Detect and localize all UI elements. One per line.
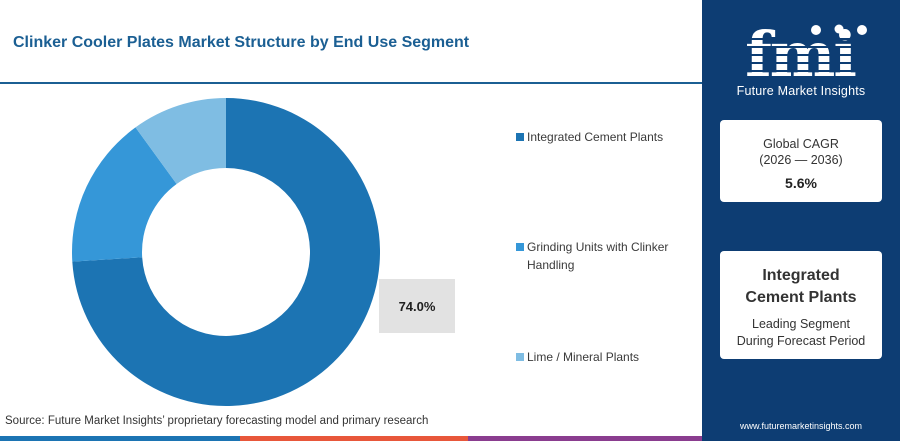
legend-item: Lime / Mineral Plants [516,348,639,366]
leading-segment-desc-line: Leading Segment [752,317,850,331]
fmi-logo: fmi Future Market Insights [702,0,900,106]
sidebar: fmi Future Market Insights Global CAGR (… [702,0,900,441]
leading-segment-card: Integrated Cement Plants Leading Segment… [720,251,882,359]
legend-label: Grinding Units with Clinker Handling [527,238,668,274]
source-note: Source: Future Market Insights’ propriet… [5,415,429,427]
bottom-color-bar [0,436,702,441]
data-label-integrated-cement-plants: 74.0% [379,279,455,333]
donut-slice-grinding-units-with-clinker-handling [72,127,177,262]
leading-segment-desc-line: During Forecast Period [736,334,866,348]
leading-segment-description: Leading Segment During Forecast Period [720,316,882,350]
legend-label-line: Lime / Mineral Plants [527,350,640,364]
bottom-bar-segment [240,436,468,441]
donut-slice-lime-mineral-plants [135,98,226,185]
chart-panel: Clinker Cooler Plates Market Structure b… [0,34,702,441]
cagr-card: Global CAGR (2026 — 2036) 5.6% [720,120,882,202]
leading-segment-title-line: Cement Plants [745,289,857,306]
legend-item: Grinding Units with Clinker Handling [516,238,668,274]
legend-swatch [516,353,524,361]
leading-segment-title-line: Integrated [762,267,840,284]
fmi-logo-subtitle: Future Market Insights [736,84,866,98]
title-divider [0,82,702,84]
legend-swatch [516,243,524,251]
fmi-logo-mark: fmi [728,24,873,80]
legend-label-line: Grinding Units with Clinker [527,240,669,254]
legend-label-line: Handling [527,258,575,272]
leading-segment-title: Integrated Cement Plants [720,265,882,309]
cagr-period: (2026 — 2036) [759,153,843,167]
legend-label-line: Integrated Cement Plants [527,130,664,144]
cagr-value: 5.6% [785,175,817,191]
donut-chart [72,98,381,406]
bottom-bar-segment [0,436,240,441]
legend-label: Lime / Mineral Plants [527,348,639,366]
legend-item: Integrated Cement Plants [516,128,663,146]
cagr-label: Global CAGR [763,137,839,151]
legend-label: Integrated Cement Plants [527,128,663,146]
donut-chart-area: Integrated Cement Plants Grinding Units w… [0,84,702,414]
website-link[interactable]: www.futuremarketinsights.com [739,421,863,431]
chart-title: Clinker Cooler Plates Market Structure b… [13,34,470,51]
legend-swatch [516,133,524,141]
bottom-bar-segment [468,436,702,441]
donut-slice-integrated-cement-plants [72,98,381,406]
